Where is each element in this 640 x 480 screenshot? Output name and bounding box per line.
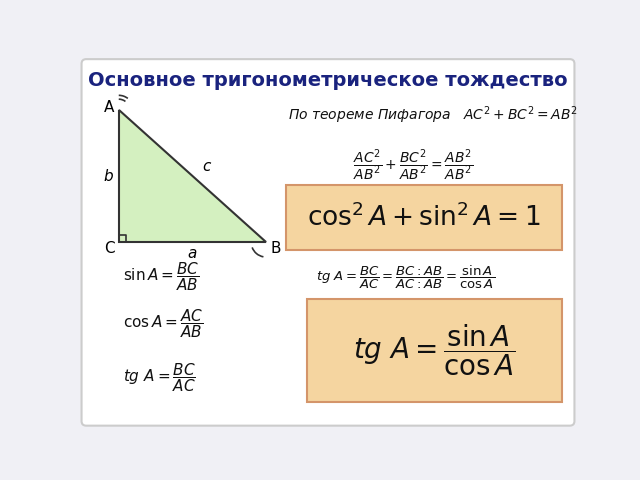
Text: $\dfrac{AC^2}{AB^2} + \dfrac{BC^2}{AB^2} = \dfrac{AB^2}{AB^2}$: $\dfrac{AC^2}{AB^2} + \dfrac{BC^2}{AB^2}…	[353, 148, 474, 183]
Text: $tg\ A = \dfrac{BC}{AC}$: $tg\ A = \dfrac{BC}{AC}$	[123, 361, 195, 394]
Text: $\cos^2 A + \sin^2 A = 1$: $\cos^2 A + \sin^2 A = 1$	[307, 204, 541, 232]
Text: b: b	[104, 168, 113, 184]
FancyBboxPatch shape	[286, 185, 562, 250]
FancyBboxPatch shape	[307, 299, 562, 402]
Text: A: A	[104, 100, 115, 115]
Text: c: c	[202, 159, 211, 174]
Text: По теореме Пифагора   $AC^2 + BC^2 = AB^2$: По теореме Пифагора $AC^2 + BC^2 = AB^2$	[288, 105, 578, 126]
Text: $\sin A = \dfrac{BC}{AB}$: $\sin A = \dfrac{BC}{AB}$	[123, 261, 199, 293]
Polygon shape	[119, 110, 266, 242]
FancyBboxPatch shape	[81, 59, 575, 426]
Text: $tg\ A = \dfrac{\sin A}{\cos A}$: $tg\ A = \dfrac{\sin A}{\cos A}$	[353, 323, 516, 378]
Text: Основное тригонометрическое тождество: Основное тригонометрическое тождество	[88, 71, 568, 90]
Text: B: B	[270, 241, 280, 256]
Text: $\cos A = \dfrac{AC}{AB}$: $\cos A = \dfrac{AC}{AB}$	[123, 307, 203, 340]
Text: a: a	[188, 246, 197, 262]
Text: $tg\ A = \dfrac{BC}{AC} = \dfrac{BC : AB}{AC : AB} = \dfrac{\sin A}{\cos A}$: $tg\ A = \dfrac{BC}{AC} = \dfrac{BC : AB…	[316, 264, 495, 290]
Text: C: C	[104, 241, 115, 256]
